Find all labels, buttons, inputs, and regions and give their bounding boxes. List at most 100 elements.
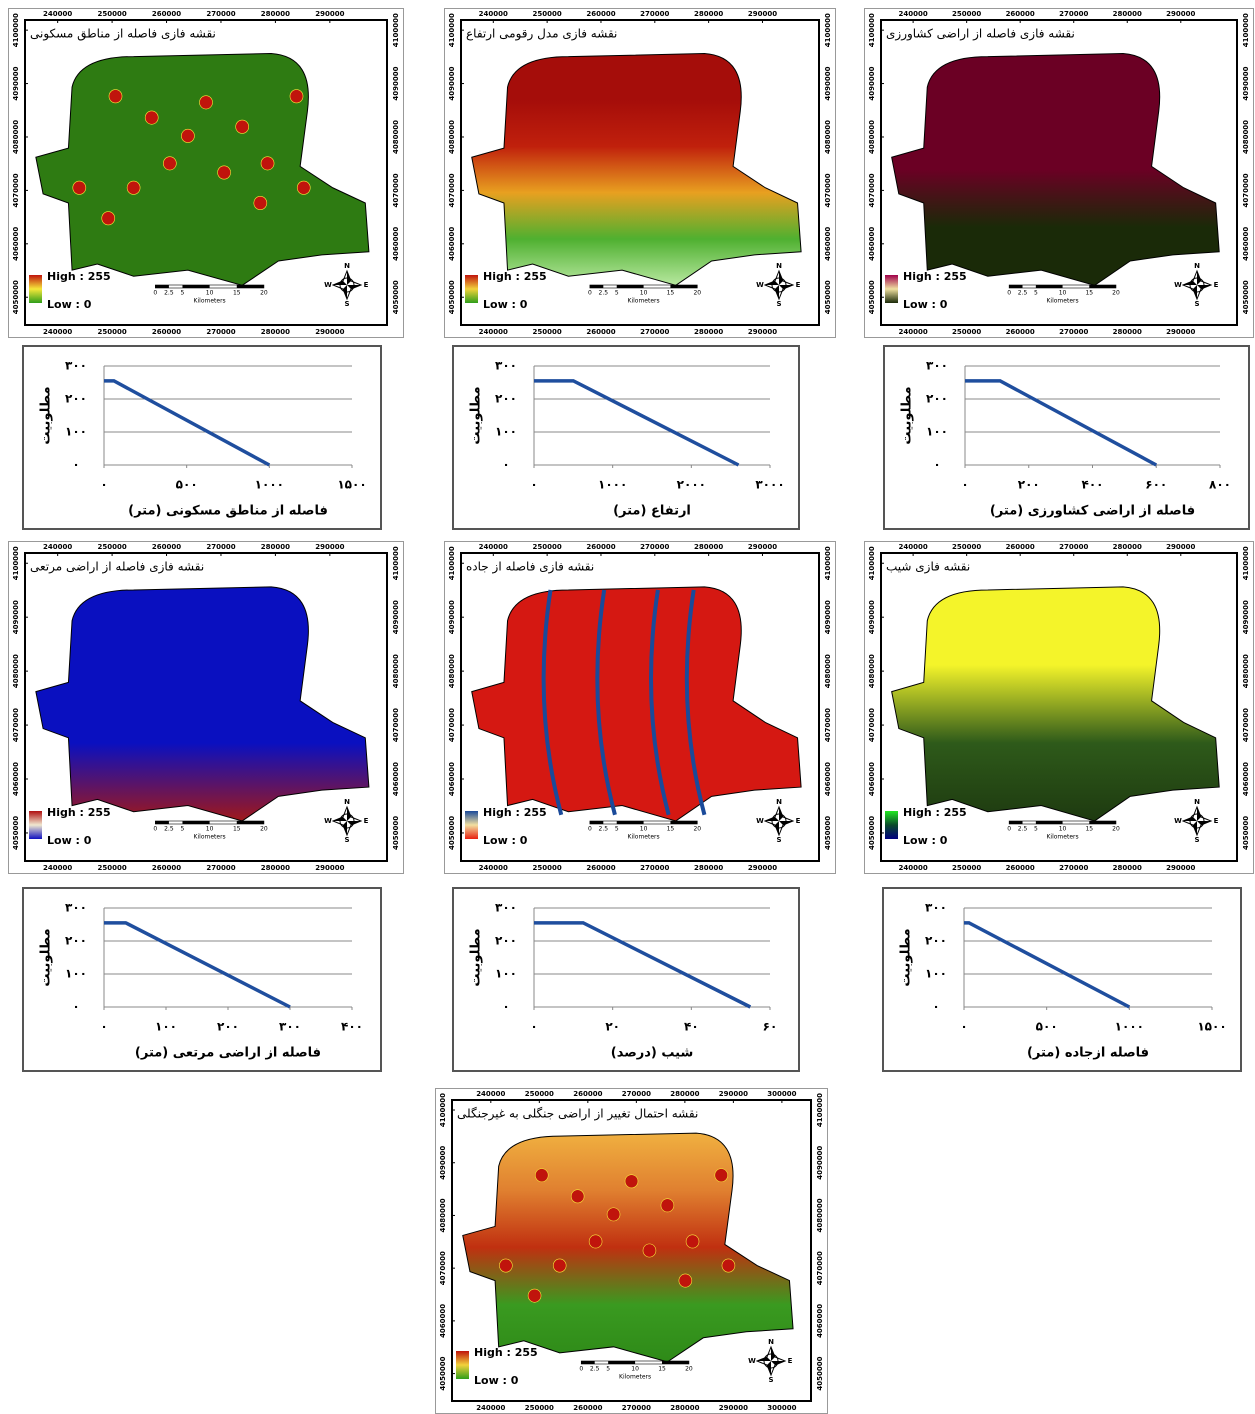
y-axis-title: مطلوبیت	[469, 928, 484, 986]
x-tick-label: ۰	[530, 478, 537, 492]
compass-w: W	[756, 817, 764, 825]
scale-label: 20	[685, 1366, 693, 1373]
x-tick-label: 300000	[767, 1404, 796, 1412]
y-tick-label: ۱۰۰	[495, 425, 517, 439]
y-tick-label: 4080000	[816, 1198, 824, 1232]
x-tick-label: ۲۰۰	[1018, 478, 1040, 492]
chart-panel: ۰ ۱۰۰ ۲۰۰ ۳۰۰ ۰ ۲۰۰ ۴۰۰ ۶۰۰ ۸۰۰ فاصله از اراضی کش…	[883, 345, 1250, 530]
x-tick-label: 240000	[479, 10, 508, 18]
line	[534, 379, 740, 467]
scale-label: 5	[615, 290, 619, 297]
legend-ramp	[465, 275, 478, 303]
x-tick-label: ۱۰۰۰	[255, 478, 284, 492]
x-tick-label: 250000	[97, 10, 126, 18]
scale-unit: Kilometers	[194, 298, 226, 305]
scale-label: 20	[1112, 290, 1120, 297]
compass-s: S	[344, 836, 349, 844]
y-tick-label: 4090000	[824, 600, 832, 634]
y-tick-label: 4070000	[448, 708, 456, 742]
hotspot	[715, 1169, 728, 1182]
chart-border	[22, 345, 382, 530]
y-tick-label: 4060000	[392, 762, 400, 796]
y-tick-label: ۲۰۰	[495, 934, 517, 948]
y-tick-label: 4060000	[439, 1304, 447, 1338]
y-tick-label: 4070000	[816, 1251, 824, 1285]
y-tick-label: 4090000	[392, 600, 400, 634]
x-tick-label: ۰	[960, 1020, 967, 1034]
x-tick-label: 260000	[586, 10, 615, 18]
y-tick-label: 4090000	[12, 600, 20, 634]
x-tick-label: ۵۰۰	[1036, 1020, 1058, 1034]
region-fill	[472, 587, 801, 821]
x-tick-label: 250000	[952, 328, 981, 336]
scale-label: 15	[1085, 826, 1093, 833]
y-tick-label: 4050000	[816, 1356, 824, 1390]
y-tick-label: 4080000	[12, 654, 20, 688]
y-tick-label: ۳۰۰	[925, 901, 947, 915]
x-tick-label: 250000	[97, 328, 126, 336]
region-fill	[36, 587, 369, 821]
hotspot	[607, 1208, 620, 1221]
y-tick-label: 4090000	[816, 1146, 824, 1180]
hotspot	[571, 1190, 584, 1203]
compass-s: S	[1194, 300, 1199, 308]
scale-segment	[1035, 821, 1063, 824]
y-tick-label: 4080000	[439, 1198, 447, 1232]
hotspot	[261, 157, 274, 170]
x-tick-label: 240000	[43, 543, 72, 551]
y-tick-label: 4050000	[448, 816, 456, 850]
scale-segment	[608, 1361, 636, 1364]
x-tick-label: 290000	[1166, 864, 1195, 872]
scale-label: 0	[588, 826, 592, 833]
y-tick-label: 4050000	[439, 1356, 447, 1390]
y-tick-label: ۰	[933, 458, 940, 472]
x-tick-label: 250000	[525, 1404, 554, 1412]
y-tick-label: 4090000	[448, 600, 456, 634]
y-tick-label: 4080000	[824, 120, 832, 154]
scale-label: 20	[1112, 826, 1120, 833]
x-tick-label: 260000	[586, 328, 615, 336]
x-tick-label: 240000	[43, 328, 72, 336]
compass-w: W	[748, 1357, 756, 1365]
scale-label: 20	[693, 826, 701, 833]
compass-e: E	[788, 1357, 793, 1365]
x-tick-label: ۵۰۰	[176, 478, 198, 492]
x-tick-label: 290000	[315, 328, 344, 336]
x-tick-label: 270000	[1059, 328, 1088, 336]
x-axis-title: ارتفاع (متر)	[613, 504, 691, 519]
y-tick-label: 4080000	[868, 120, 876, 154]
scale-segment	[1089, 821, 1116, 824]
legend-high: High : 255	[903, 806, 967, 819]
compass-n: N	[344, 798, 350, 806]
y-tick-label: 4060000	[12, 227, 20, 261]
scale-label: 2.5	[164, 290, 174, 297]
y-tick-label: 4060000	[392, 227, 400, 261]
hotspot	[127, 181, 140, 194]
y-tick-label: ۰	[932, 1000, 939, 1014]
x-tick-label: 240000	[43, 864, 72, 872]
study-area	[472, 587, 801, 821]
x-axis-title: فاصله از اراضی مرتعی (متر)	[135, 1046, 321, 1061]
x-tick-label: 280000	[261, 864, 290, 872]
legend-high: High : 255	[47, 270, 111, 283]
map-panel: 240000 240000 250000 250000 260000 260000 2700…	[9, 9, 404, 338]
road	[544, 590, 562, 815]
compass-n: N	[768, 1338, 774, 1346]
x-tick-label: 270000	[206, 10, 235, 18]
x-tick-label: ۱۰۰۰	[598, 478, 627, 492]
x-tick-label: 290000	[748, 543, 777, 551]
line	[965, 379, 1158, 467]
study-area	[472, 54, 801, 286]
compass-fill	[1183, 807, 1211, 835]
scale-segment	[182, 285, 210, 288]
scale-segment	[616, 821, 644, 824]
compass-fill	[1183, 271, 1211, 299]
chart-panel: ۰ ۱۰۰ ۲۰۰ ۳۰۰ ۰ ۲۰ ۴۰ ۶۰ شیب (درصد) مطلوبیت	[452, 887, 800, 1072]
scale-label: 0	[1007, 290, 1011, 297]
scale-label: 15	[1085, 290, 1093, 297]
x-tick-label: 290000	[315, 864, 344, 872]
x-tick-label: 250000	[533, 543, 562, 551]
scale-label: 5	[181, 290, 185, 297]
y-tick-label: 4090000	[448, 66, 456, 100]
scale-label: 10	[1059, 826, 1067, 833]
